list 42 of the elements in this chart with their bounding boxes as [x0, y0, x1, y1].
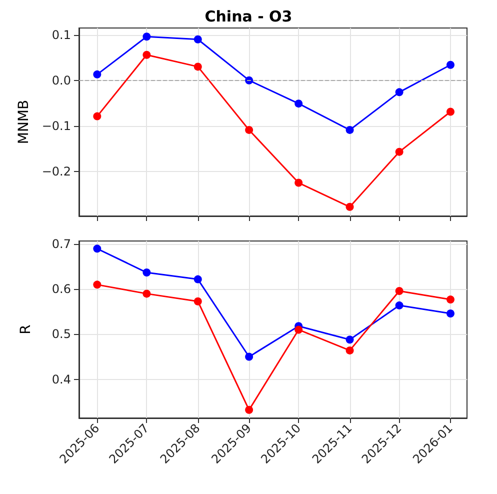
- point: [142, 268, 151, 277]
- point: [194, 62, 202, 71]
- point: [194, 275, 202, 284]
- y-tick-label: −0.2: [42, 164, 71, 178]
- y-tick-label: 0.6: [52, 282, 71, 296]
- y-tick-label: 0.5: [52, 327, 71, 342]
- point: [446, 310, 454, 318]
- point: [142, 290, 151, 298]
- point: [346, 336, 354, 344]
- point: [294, 178, 303, 187]
- y-tick-label: 0.1: [52, 28, 71, 42]
- point: [245, 76, 254, 84]
- point: [446, 296, 454, 304]
- chart-title: China - O3: [204, 8, 292, 26]
- point: [446, 108, 454, 116]
- point: [395, 88, 404, 96]
- y-tick-label: −0.1: [42, 118, 71, 133]
- y-tick-label: 0.4: [52, 372, 71, 386]
- point: [93, 280, 102, 289]
- point: [446, 60, 454, 69]
- point: [395, 286, 404, 295]
- point: [245, 406, 254, 414]
- point: [142, 50, 151, 59]
- point: [395, 148, 404, 156]
- point: [93, 244, 102, 253]
- point: [245, 352, 254, 361]
- point: [346, 202, 354, 211]
- y-tick-label: 0.0: [52, 73, 71, 88]
- point: [93, 70, 102, 78]
- point: [194, 35, 202, 44]
- point: [142, 32, 151, 41]
- point: [194, 297, 202, 306]
- point: [346, 346, 354, 354]
- y-axis-title: MNMB: [16, 100, 32, 144]
- point: [395, 301, 404, 310]
- point: [346, 126, 354, 134]
- y-tick-label: 0.7: [52, 237, 71, 252]
- point: [294, 326, 303, 334]
- point: [93, 112, 102, 120]
- point: [245, 126, 254, 134]
- y-axis-title: R: [18, 324, 34, 334]
- point: [294, 100, 303, 108]
